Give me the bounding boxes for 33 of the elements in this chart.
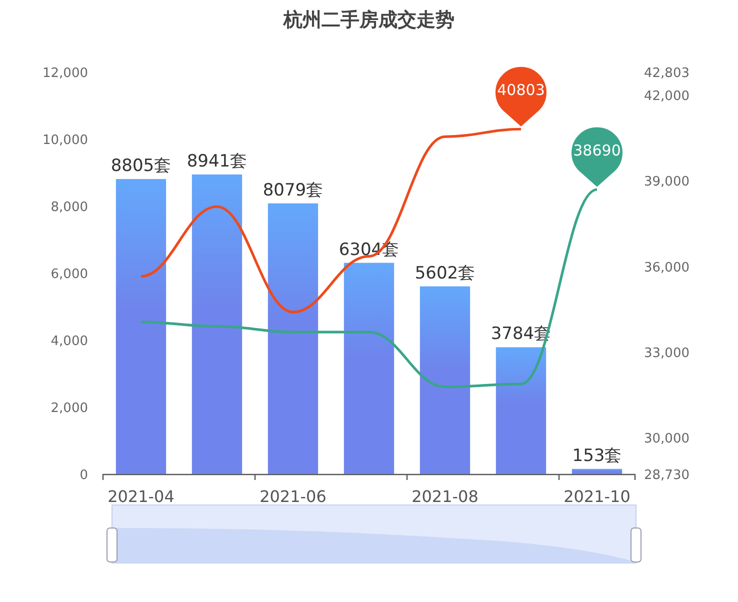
y-tick-label: 6,000 (50, 267, 88, 282)
y-tick-label: 0 (80, 468, 88, 483)
data-label: 40803 (497, 81, 545, 100)
y-tick-label: 4,000 (50, 334, 88, 349)
y2-tick-label: 30,000 (644, 432, 690, 447)
y2-tick-label: 42,000 (644, 88, 690, 104)
y2-tick-label: 36,000 (644, 260, 690, 276)
y2-tick-label: 28,730 (644, 468, 690, 483)
bar (496, 347, 546, 474)
y2-tick-label: 33,000 (644, 346, 690, 362)
data-label: 153套 (572, 446, 622, 466)
data-label: 8941套 (186, 151, 248, 172)
x-tick-label: 2021-08 (412, 487, 478, 506)
bar (572, 468, 622, 474)
y-tick-label: 2,000 (50, 401, 88, 416)
data-label: 8079套 (262, 180, 324, 200)
data-label: 8805套 (110, 156, 172, 176)
y-tick-label: 10,000 (42, 133, 88, 148)
y-tick-label: 12,000 (42, 66, 88, 81)
x-tick-label: 2021-10 (564, 487, 630, 506)
y-tick-label: 8,000 (50, 200, 88, 215)
bar (344, 262, 394, 474)
y2-tick-label: 42,803 (644, 66, 690, 81)
bar (192, 174, 242, 474)
data-label: 38690 (573, 141, 621, 160)
data-label: 5602套 (414, 263, 476, 284)
bar (420, 286, 470, 474)
y2-tick-label: 39,000 (644, 174, 690, 190)
x-tick-label: 2021-06 (260, 487, 326, 506)
x-tick-label: 2021-04 (108, 487, 174, 506)
chart-title: 杭州二手房成交走势 (282, 9, 454, 31)
bar (268, 203, 318, 474)
bar (116, 179, 166, 474)
